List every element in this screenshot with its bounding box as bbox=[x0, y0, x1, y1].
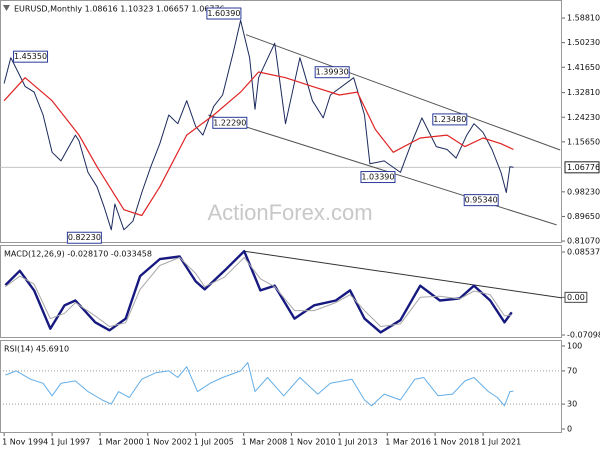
y-tick-label: 1.41650 bbox=[567, 63, 600, 72]
y-tick-label: 0 bbox=[567, 425, 572, 434]
x-tick-label: 1 Mar 2016 bbox=[385, 438, 431, 447]
y-tick-label: 30 bbox=[567, 400, 577, 409]
x-tick-label: 1 Jul 2005 bbox=[194, 438, 234, 447]
watermark: ActionForex.com bbox=[207, 200, 372, 225]
price-annotation-box bbox=[314, 66, 350, 79]
y-tick-label: 1.15650 bbox=[567, 137, 600, 146]
price-annotation-box bbox=[13, 50, 49, 63]
price-annotation-box bbox=[212, 116, 248, 129]
x-tick-label: 1 Mar 2000 bbox=[98, 438, 144, 447]
price-annotation-box bbox=[432, 113, 468, 126]
panel-title: RSI(14) 45.6910 bbox=[4, 345, 69, 354]
series-line bbox=[5, 362, 514, 407]
y-tick-label: 1.32810 bbox=[567, 88, 600, 97]
y-tick-label: 70 bbox=[567, 366, 577, 375]
series-line bbox=[3, 19, 514, 231]
y-tick-label: 1.58810 bbox=[567, 14, 600, 23]
price-annotation: 1.39930 bbox=[316, 68, 349, 77]
y-tick-label: 0.00 bbox=[567, 293, 585, 302]
panel-frame bbox=[0, 0, 562, 243]
price-annotation: 1.45350 bbox=[14, 52, 47, 61]
y-tick-box bbox=[564, 291, 588, 303]
series-line bbox=[3, 71, 514, 217]
x-tick-label: 1 Nov 1994 bbox=[2, 438, 48, 447]
price-annotation: 0.95340 bbox=[465, 196, 498, 205]
x-tick-label: 1 Jul 2021 bbox=[481, 438, 521, 447]
x-tick-label: 1 Nov 2002 bbox=[146, 438, 192, 447]
x-tick-label: 1 Jul 2013 bbox=[337, 438, 377, 447]
y-tick-label: 1.24230 bbox=[567, 113, 600, 122]
last-price-label: 1.06776 bbox=[567, 163, 600, 172]
y-tick-label: 0.81070 bbox=[567, 237, 600, 246]
panel-frame bbox=[0, 245, 562, 338]
panel-frame bbox=[0, 340, 562, 433]
price-annotation: 1.22290 bbox=[213, 118, 246, 127]
price-annotation-box bbox=[66, 231, 102, 244]
last-price-box bbox=[564, 161, 600, 174]
trendline bbox=[244, 250, 563, 299]
y-tick-label: 0.98230 bbox=[567, 187, 600, 196]
price-annotation: 1.60390 bbox=[207, 9, 240, 18]
price-annotation-box bbox=[206, 7, 242, 20]
trendline bbox=[245, 34, 561, 151]
price-annotation: 0.82230 bbox=[68, 233, 101, 242]
price-annotation: 1.23480 bbox=[433, 115, 466, 124]
series-line bbox=[4, 250, 513, 334]
trendline bbox=[208, 114, 557, 226]
y-tick-label: 100 bbox=[567, 341, 582, 350]
y-tick-label: 0.89650 bbox=[567, 212, 600, 221]
panel-title: EURUSD,Monthly 1.08616 1.10323 1.06657 1… bbox=[14, 5, 225, 14]
price-annotation: 1.03390 bbox=[361, 173, 394, 182]
y-tick-label: 0.085379 bbox=[567, 248, 600, 257]
y-tick-label: 1.50230 bbox=[567, 38, 600, 47]
x-tick-label: 1 Nov 2018 bbox=[433, 438, 479, 447]
price-annotation-box bbox=[360, 171, 396, 184]
x-tick-label: 1 Jul 1997 bbox=[50, 438, 90, 447]
series-line bbox=[5, 257, 512, 327]
y-tick-label: -0.070989 bbox=[567, 331, 600, 340]
panel-icon bbox=[3, 5, 10, 11]
x-tick-label: 1 Nov 2010 bbox=[289, 438, 335, 447]
panel-title: MACD(12,26,9) -0.028170 -0.033458 bbox=[4, 250, 152, 259]
x-tick-label: 1 Mar 2008 bbox=[242, 438, 288, 447]
price-annotation-box bbox=[463, 194, 499, 207]
